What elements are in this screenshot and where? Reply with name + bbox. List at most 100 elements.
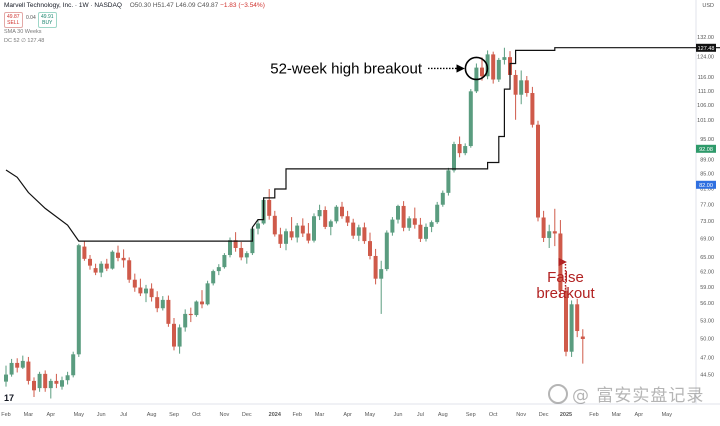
candle-up — [407, 218, 412, 228]
candle-down — [15, 362, 20, 368]
candle-up — [547, 231, 552, 238]
buy-button[interactable]: 49.91 BUY — [38, 12, 57, 28]
candle-down — [138, 287, 143, 294]
x-tick-label: Jun — [394, 412, 403, 418]
candle-down — [362, 227, 367, 242]
symbol-line: Marvell Technology, Inc. · 1W · NASDAQ — [4, 2, 122, 9]
candle-down — [93, 268, 98, 273]
candle-down — [564, 290, 568, 352]
x-tick-label: Sep — [466, 412, 476, 418]
candle-down — [149, 288, 154, 298]
x-tick-label: Aug — [438, 412, 448, 418]
candle-up — [284, 231, 288, 244]
x-tick-label: Jul — [120, 412, 127, 418]
candle-down — [116, 252, 120, 258]
x-tick-label: Nov — [516, 412, 526, 418]
sell-button[interactable]: 49.87 SELL — [4, 12, 23, 28]
y-tick-label: 59.00 — [700, 285, 714, 291]
x-tick-label: Mar — [612, 412, 622, 418]
candle-down — [233, 240, 238, 248]
candle-down — [351, 222, 356, 236]
candle-up — [228, 240, 232, 256]
candle-down — [82, 246, 87, 259]
candle-up — [222, 255, 227, 268]
x-tick-label: Feb — [292, 412, 301, 418]
y-tick-label: 106.00 — [697, 103, 714, 109]
candle-up — [424, 226, 428, 239]
candle-up — [99, 263, 104, 273]
candle-down — [267, 199, 272, 216]
candle-up — [435, 204, 440, 223]
y-tick-label: 124.00 — [697, 54, 714, 60]
x-tick-label: Feb — [589, 412, 598, 418]
candle-up — [9, 362, 14, 375]
y-tick-label: 77.00 — [700, 202, 714, 208]
candle-up — [160, 299, 165, 309]
candle-down — [121, 257, 126, 261]
candle-up — [65, 375, 70, 381]
candle-up — [37, 373, 42, 389]
candle-down — [412, 218, 417, 225]
x-tick-label: May — [662, 412, 673, 418]
price-badge-label: 127.48 — [698, 46, 715, 52]
price-badge-label: 82.00 — [699, 183, 713, 189]
candle-down — [345, 216, 350, 223]
candle-up — [468, 91, 473, 147]
candle-up — [110, 251, 115, 269]
y-tick-label: 85.00 — [700, 172, 714, 178]
candle-down — [418, 224, 423, 239]
candle-down — [373, 255, 378, 279]
candle-down — [88, 258, 92, 266]
breakout-circle — [464, 56, 489, 81]
y-tick-label: 116.00 — [698, 75, 714, 81]
x-tick-label: Apr — [343, 412, 352, 418]
indicator-sma[interactable]: SMA 30 Weeks — [4, 29, 42, 35]
x-tick-label: Mar — [315, 412, 325, 418]
candle-down — [300, 225, 305, 234]
indicator-donchian[interactable]: DC 52 ∅ 127.48 — [4, 38, 45, 44]
candle-up — [295, 225, 300, 238]
ohlc-values: O50.30 H51.47 L46.09 C49.87 — [129, 2, 219, 9]
false-label-line1: False — [547, 269, 584, 286]
candle-up — [496, 59, 501, 80]
y-tick-label: 89.00 — [700, 157, 714, 163]
candle-down — [127, 260, 132, 280]
x-tick-label: Feb — [1, 412, 10, 418]
candle-up — [71, 354, 76, 376]
candle-up — [216, 267, 221, 272]
price-badge — [696, 43, 716, 52]
candle-down — [32, 380, 36, 391]
candle-down — [54, 380, 59, 384]
candle-down — [340, 206, 344, 217]
candle-up — [205, 283, 210, 305]
y-tick-label: 44.50 — [700, 373, 714, 379]
candle-down — [172, 323, 176, 347]
buy-price: 49.91 — [41, 14, 54, 20]
price-badge-label: 92.08 — [699, 147, 713, 153]
x-tick-label: Sep — [169, 412, 179, 418]
candle-down — [272, 215, 277, 235]
candle-down — [575, 304, 580, 332]
y-tick-label: 50.00 — [700, 336, 714, 342]
symbol-header: Marvell Technology, Inc. · 1W · NASDAQ O… — [4, 2, 265, 9]
candle-down — [513, 74, 518, 95]
candle-down — [457, 144, 462, 154]
watermark: @ 富安实盘记录 — [548, 381, 704, 406]
y-tick-label: 69.00 — [700, 236, 714, 242]
candle-up — [390, 219, 395, 233]
candle-up — [446, 170, 451, 193]
candle-down — [104, 263, 109, 269]
candle-down — [552, 231, 557, 234]
x-tick-label: Oct — [489, 412, 498, 418]
donchian-upper-line — [5, 47, 720, 242]
false-label-line2: breakout — [536, 285, 595, 302]
spread-value: 0.04 — [26, 15, 36, 21]
candle-up — [4, 374, 8, 382]
x-tick-label: Dec — [242, 412, 252, 418]
candle-up — [328, 221, 333, 227]
candle-up — [60, 380, 64, 387]
candle-down — [541, 217, 546, 238]
x-tick-label: Jun — [97, 412, 106, 418]
currency-label: USD — [702, 3, 714, 9]
x-tick-label: 2024 — [269, 412, 282, 418]
